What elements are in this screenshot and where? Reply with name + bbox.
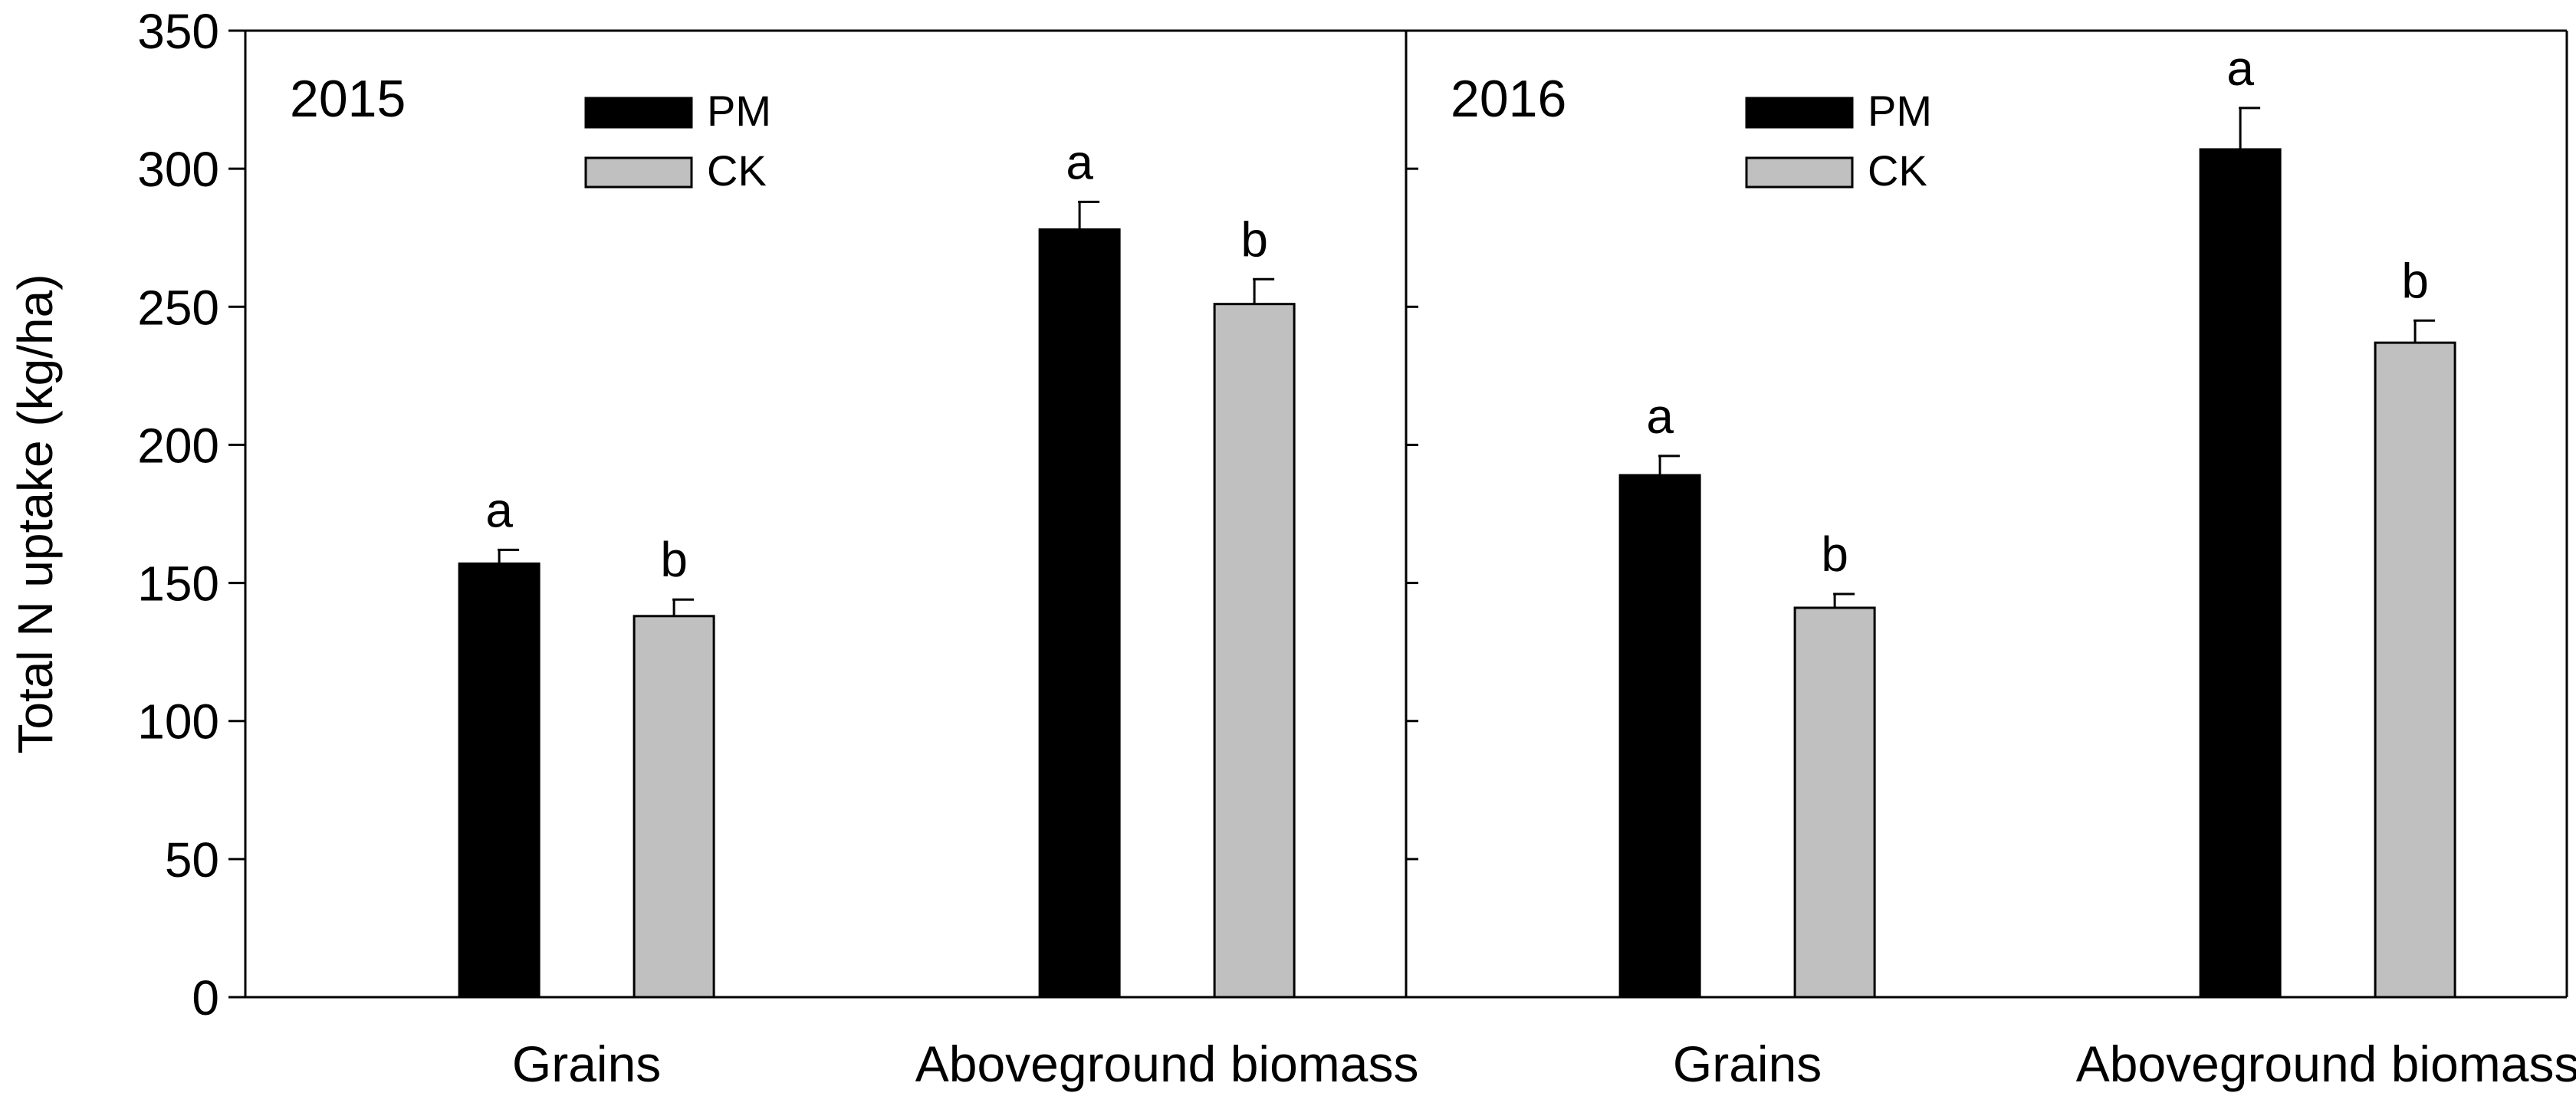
x-category-label: Grains <box>1673 1035 1822 1092</box>
legend-swatch-pm <box>584 97 693 129</box>
bar-ck <box>2374 341 2456 999</box>
y-tick-label: 100 <box>137 694 219 750</box>
y-tick-label: 0 <box>192 970 219 1026</box>
panel-title: 2015 <box>290 70 406 128</box>
significance-letter: b <box>2401 253 2429 308</box>
x-category-label: Aboveground biomass <box>2076 1035 2576 1092</box>
legend-label-ck: CK <box>1868 146 1927 195</box>
significance-letter: a <box>1066 134 1093 189</box>
y-tick-label: 250 <box>137 280 219 335</box>
x-category-label: Grains <box>512 1035 661 1092</box>
y-axis-label: Total N uptake (kg/ha) <box>8 274 63 753</box>
significance-letter: b <box>1240 212 1268 267</box>
y-tick-label: 350 <box>137 4 219 59</box>
legend-swatch-ck <box>584 156 693 189</box>
bar-ck <box>1793 606 1876 999</box>
bar-ck <box>1213 303 1296 999</box>
y-tick-label: 150 <box>137 556 219 612</box>
legend-swatch-pm <box>1745 97 1854 129</box>
bar-pm <box>1038 228 1121 999</box>
significance-letter: a <box>485 482 513 537</box>
bar-pm <box>458 562 540 999</box>
legend-label-pm: PM <box>707 87 771 135</box>
significance-letter: a <box>2226 41 2254 96</box>
y-tick-label: 300 <box>137 142 219 197</box>
bar-ck <box>632 615 715 999</box>
y-tick-label: 50 <box>165 832 219 888</box>
y-tick-label: 200 <box>137 418 219 473</box>
significance-letter: b <box>660 532 688 587</box>
bar-pm <box>2199 148 2282 999</box>
panel-title: 2016 <box>1451 70 1566 128</box>
legend-swatch-ck <box>1745 156 1854 189</box>
bar-pm <box>1618 474 1701 999</box>
legend-label-pm: PM <box>1868 87 1932 135</box>
x-category-label: Aboveground biomass <box>915 1035 1419 1092</box>
legend-label-ck: CK <box>707 146 767 195</box>
significance-letter: b <box>1821 527 1848 582</box>
significance-letter: a <box>1646 389 1674 444</box>
